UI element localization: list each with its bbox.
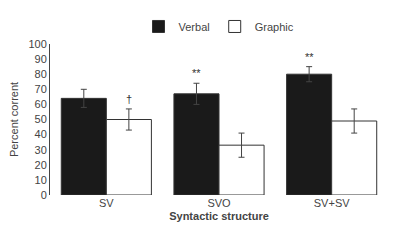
svg-text:Percent corrent: Percent corrent xyxy=(8,82,20,157)
svg-text:Verbal: Verbal xyxy=(179,21,210,33)
svg-text:Syntactic structure: Syntactic structure xyxy=(169,210,269,222)
svg-text:†: † xyxy=(126,93,132,105)
svg-text:70: 70 xyxy=(35,83,47,95)
svg-text:0: 0 xyxy=(41,189,47,201)
svg-text:40: 40 xyxy=(35,128,47,140)
svg-text:60: 60 xyxy=(35,98,47,110)
svg-text:**: ** xyxy=(192,67,201,79)
svg-text:100: 100 xyxy=(28,38,46,50)
svg-text:50: 50 xyxy=(35,113,47,125)
svg-text:Graphic: Graphic xyxy=(255,21,294,33)
svg-text:80: 80 xyxy=(35,68,47,80)
svg-text:**: ** xyxy=(305,51,314,63)
svg-text:20: 20 xyxy=(35,159,47,171)
svg-text:SVO: SVO xyxy=(207,197,231,209)
svg-text:SV+SV: SV+SV xyxy=(314,197,350,209)
svg-text:30: 30 xyxy=(35,144,47,156)
svg-text:10: 10 xyxy=(35,174,47,186)
svg-text:90: 90 xyxy=(35,53,47,65)
svg-text:SV: SV xyxy=(99,197,114,209)
